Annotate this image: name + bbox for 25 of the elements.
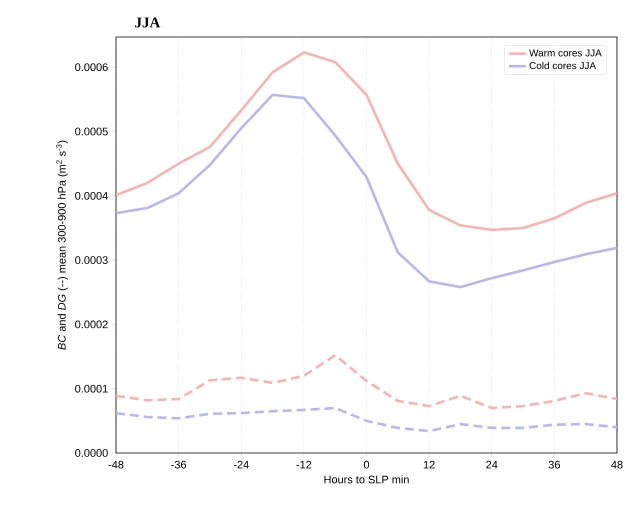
y-tick-label: 0.0002 xyxy=(75,320,108,328)
x-axis-title: Hours to SLP min xyxy=(324,475,409,484)
x-tick-label: 48 xyxy=(611,460,623,469)
y-tick-label: 0.0001 xyxy=(75,384,108,393)
y-tick-label: 0.0005 xyxy=(75,128,108,136)
chart-title: JJA xyxy=(135,17,160,28)
y-tick-label: 0.0006 xyxy=(75,63,108,72)
x-tick-label: -36 xyxy=(171,460,186,469)
line-series xyxy=(116,406,617,432)
x-tick-label: 12 xyxy=(424,460,435,468)
legend-label: Warm cores JJA xyxy=(529,49,602,56)
line-series xyxy=(116,354,617,410)
x-tick-label: -48 xyxy=(108,460,124,469)
y-tick-label: 0.0004 xyxy=(75,192,108,200)
x-tick-label: 24 xyxy=(486,460,498,468)
y-tick-label: 0.0000 xyxy=(75,449,108,457)
x-tick-label: -12 xyxy=(296,460,312,468)
y-axis-title: BC and DG (--) mean 300-900 hPa (m$^{2}$ s$^{-3}$) xyxy=(56,140,68,350)
line-series xyxy=(116,51,617,232)
x-tick-label: 0 xyxy=(364,460,370,469)
line-series xyxy=(116,94,617,288)
y-tick-label: 0.0003 xyxy=(75,256,108,264)
x-tick-label: 36 xyxy=(548,460,560,469)
x-tick-label: -24 xyxy=(234,460,249,468)
legend-label: Cold cores JJA xyxy=(530,62,596,70)
